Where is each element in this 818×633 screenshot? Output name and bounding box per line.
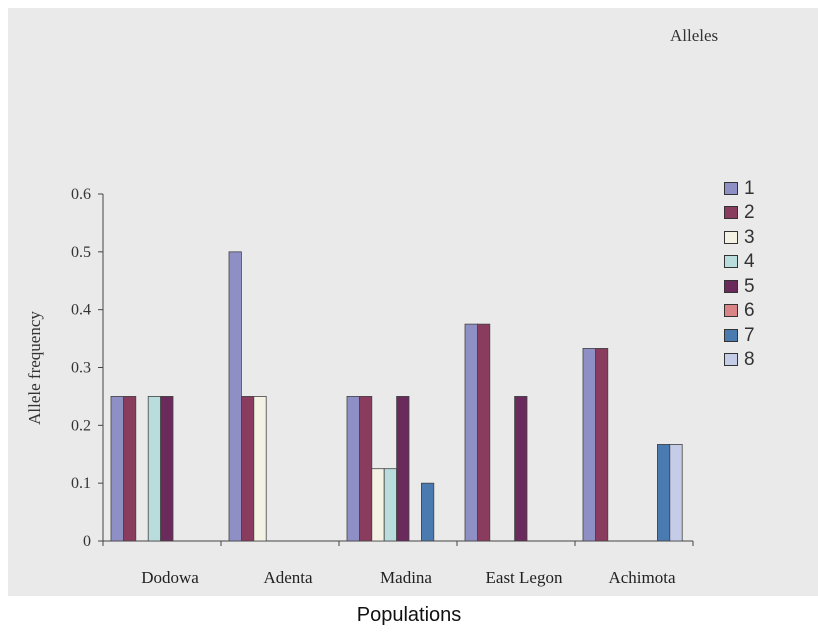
bar-madina-allele-5 <box>396 396 410 542</box>
legend-label: 5 <box>744 275 755 297</box>
legend-label: 6 <box>744 300 755 322</box>
bar-dodowa-allele-1 <box>110 396 124 542</box>
legend-swatch <box>724 255 738 269</box>
chart-frame <box>8 8 818 596</box>
x-tick-label: Dodowa <box>141 568 199 587</box>
x-tick-label: Adenta <box>263 568 313 587</box>
bar-madina-allele-2 <box>358 396 373 542</box>
legend-item: 2 <box>724 201 755 226</box>
bar-achimota-allele-8 <box>669 444 683 542</box>
y-tick-label: 0 <box>83 533 91 550</box>
x-axis-title: Populations <box>356 604 462 626</box>
x-tick-label: East Legon <box>486 568 563 587</box>
y-tick-label: 0.6 <box>71 186 91 203</box>
y-tick-label: 0.4 <box>71 302 91 319</box>
legend-swatch <box>724 230 738 244</box>
legend-label: 3 <box>744 226 755 248</box>
legend-swatch <box>724 353 738 367</box>
bar-madina-allele-1 <box>346 396 360 542</box>
legend-item: 5 <box>724 274 755 299</box>
legend-swatch <box>724 181 738 195</box>
legend-item: 1 <box>724 176 755 201</box>
bar-adenta-allele-3 <box>253 396 267 542</box>
legend-title: Alleles <box>670 26 719 45</box>
legend-label: 2 <box>744 202 755 224</box>
legend-label: 4 <box>744 251 755 273</box>
bar-dodowa-allele-5 <box>160 396 174 542</box>
legend-swatch <box>724 304 738 318</box>
y-tick-label: 0.5 <box>71 244 91 261</box>
y-tick-label: 0.1 <box>71 475 91 492</box>
legend-swatch <box>724 206 738 220</box>
legend-swatch <box>724 279 738 293</box>
y-axis-title: Allele frequency <box>25 311 44 425</box>
legend-item: 8 <box>724 348 755 373</box>
legend-item: 7 <box>724 323 755 348</box>
legend-label: 8 <box>744 349 755 371</box>
bar-madina-allele-4 <box>383 468 398 542</box>
y-tick-label: 0.2 <box>71 417 91 434</box>
bar-dodowa-allele-2 <box>123 396 137 542</box>
bar-achimota-allele-2 <box>595 348 609 542</box>
bar-adenta-allele-2 <box>240 396 255 542</box>
bar-achimota-allele-1 <box>582 348 596 542</box>
x-tick-label: Madina <box>380 568 432 587</box>
bar-east-legon-allele-5 <box>514 396 528 542</box>
legend-item: 6 <box>724 299 755 324</box>
bar-achimota-allele-7 <box>657 444 671 542</box>
legend-label: 7 <box>744 324 755 346</box>
x-tick-label: Achimota <box>608 568 675 587</box>
bar-east-legon-allele-1 <box>464 323 478 542</box>
legend-label: 1 <box>744 177 755 199</box>
bar-east-legon-allele-2 <box>476 323 491 542</box>
legend-item: 4 <box>724 250 755 275</box>
bar-adenta-allele-1 <box>228 251 242 542</box>
bar-madina-allele-7 <box>420 482 435 542</box>
y-tick-label: 0.3 <box>71 360 91 377</box>
bar-madina-allele-3 <box>371 468 385 542</box>
bar-dodowa-allele-4 <box>147 396 161 542</box>
legend-swatch <box>724 328 738 342</box>
legend-item: 3 <box>724 225 755 250</box>
